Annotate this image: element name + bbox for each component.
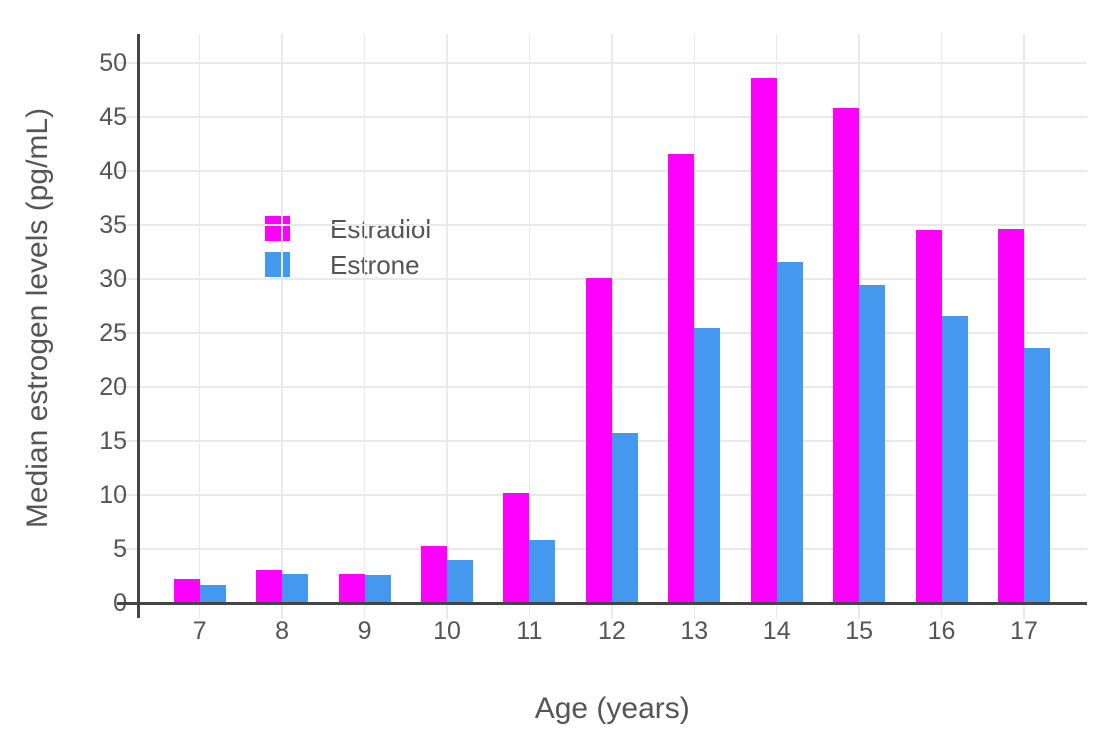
y-tick-label: 35 (99, 210, 127, 239)
y-tick-label: 0 (27, 590, 127, 616)
x-tick-label: 13 (680, 617, 709, 645)
y-tick (117, 440, 138, 442)
bar-estradiol-17 (998, 229, 1024, 603)
x-tick-label: 12 (597, 617, 626, 645)
bar-estrone-15 (859, 285, 886, 603)
x-tick (940, 603, 943, 619)
y-tick-label: 40 (99, 156, 127, 185)
bar-estradiol-14 (750, 78, 777, 603)
bar-estradiol-16 (915, 230, 942, 603)
y-tick (117, 332, 138, 334)
x-tick-label: 16 (927, 617, 956, 645)
bar-estradiol-11 (503, 492, 530, 603)
y-tick-label: 45 (99, 102, 127, 131)
x-gridline (611, 34, 613, 603)
x-tick-label: 17 (1010, 617, 1038, 645)
y-tick (117, 62, 138, 64)
bar-estrone-17 (1024, 348, 1050, 603)
y-tick-label: 5 (113, 534, 127, 563)
legend-label-estradiol: Estradiol (330, 214, 432, 244)
bar-estradiol-7 (173, 579, 200, 603)
bar-estrone-10 (446, 559, 473, 603)
x-tick (528, 603, 531, 619)
y-tick (117, 224, 138, 226)
zero-line (117, 601, 1087, 605)
y-tick (117, 116, 138, 118)
x-gridline (1023, 34, 1025, 603)
bar-estradiol-12 (585, 277, 612, 603)
x-tick (446, 603, 448, 619)
bar-estradiol-13 (668, 153, 695, 603)
x-gridline (198, 34, 201, 603)
y-tick-label: 25 (99, 318, 127, 347)
x-gridline (281, 34, 283, 603)
y-tick (117, 548, 138, 550)
y-tick-label: 50 (99, 48, 127, 77)
y-tick-label: 30 (99, 264, 127, 293)
x-tick-label: 14 (762, 617, 791, 645)
bar-estrone-8 (282, 573, 309, 603)
x-tick (198, 603, 201, 619)
y-tick (117, 494, 138, 496)
y-tick (117, 386, 138, 388)
x-tick (611, 603, 613, 619)
y-tick (117, 278, 138, 280)
x-tick-label: 10 (433, 617, 461, 645)
x-gridline (446, 34, 448, 603)
legend: Estradiol Estrone (252, 202, 431, 290)
y-tick-label: 20 (99, 372, 127, 401)
y-tick-label: 10 (99, 480, 127, 509)
x-tick (775, 603, 778, 619)
estrone-swatch-icon (265, 252, 290, 277)
x-tick-label: 7 (192, 617, 207, 645)
bar-estradiol-10 (420, 545, 447, 603)
legend-label-estrone: Estrone (330, 250, 420, 280)
bar-estradiol-15 (833, 108, 860, 603)
x-tick-label: 11 (516, 617, 543, 645)
x-tick-label: 9 (357, 617, 372, 645)
x-axis-title: Age (years) (534, 692, 690, 725)
x-tick (281, 603, 283, 619)
x-tick (1023, 603, 1025, 619)
bar-estrone-12 (611, 433, 638, 603)
y-tick-label: 15 (99, 426, 127, 455)
x-tick (693, 603, 696, 619)
bar-estrone-14 (776, 261, 803, 603)
bar-estrone-11 (529, 540, 556, 603)
y-axis-line (136, 34, 140, 618)
x-tick (363, 603, 366, 619)
y-tick (117, 170, 138, 172)
bar-estrone-7 (199, 584, 226, 603)
bar-estrone-16 (941, 315, 968, 603)
bar-estradiol-8 (256, 569, 283, 603)
x-gridline (528, 34, 531, 603)
estradiol-swatch-icon (265, 216, 290, 241)
x-tick (858, 603, 860, 619)
x-gridline (693, 34, 696, 603)
bar-estrone-9 (364, 574, 391, 603)
x-tick-label: 15 (845, 617, 874, 645)
bar-estradiol-9 (338, 573, 365, 603)
x-tick-label: 8 (275, 617, 290, 645)
bar-estrone-13 (694, 327, 721, 603)
x-gridline (363, 34, 366, 603)
